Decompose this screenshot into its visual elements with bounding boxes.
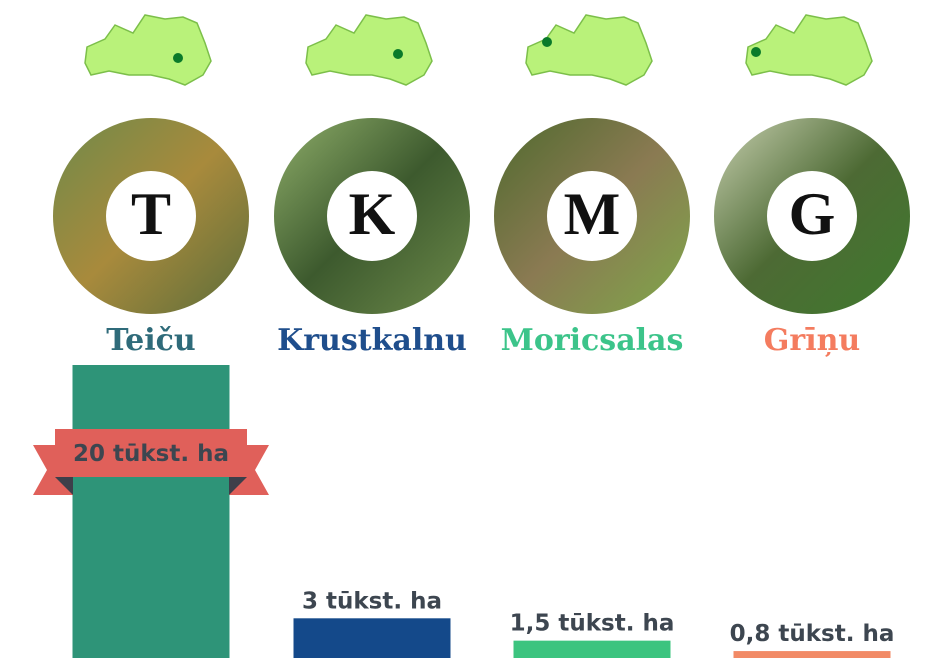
map-dot: [542, 37, 552, 47]
map: [85, 15, 211, 85]
map-dot: [393, 49, 403, 59]
bar: [73, 365, 230, 658]
map-dot: [173, 53, 183, 63]
letter: M: [564, 181, 621, 247]
bar: [294, 618, 451, 658]
value-label: 1,5 tūkst. ha: [510, 611, 675, 637]
letter: T: [131, 181, 171, 247]
map: [746, 15, 872, 85]
letter: K: [349, 181, 396, 247]
value-label: 3 tūkst. ha: [302, 588, 442, 614]
map: [526, 15, 652, 85]
bar: [734, 651, 891, 658]
bar: [514, 641, 671, 658]
map-dot: [751, 47, 761, 57]
value-label: 0,8 tūkst. ha: [730, 621, 895, 647]
infographic: T Teiču 20 tūkst. ha K Krustkalnu 3 tūkst. ha…: [0, 0, 936, 658]
category-label: Teiču: [106, 323, 195, 358]
category-label: Grīņu: [764, 323, 860, 358]
category-label: Krustkalnu: [277, 323, 467, 358]
map: [306, 15, 432, 85]
value-label: 20 tūkst. ha: [73, 441, 229, 467]
letter: G: [789, 181, 836, 247]
category-label: Moricsalas: [501, 323, 684, 358]
